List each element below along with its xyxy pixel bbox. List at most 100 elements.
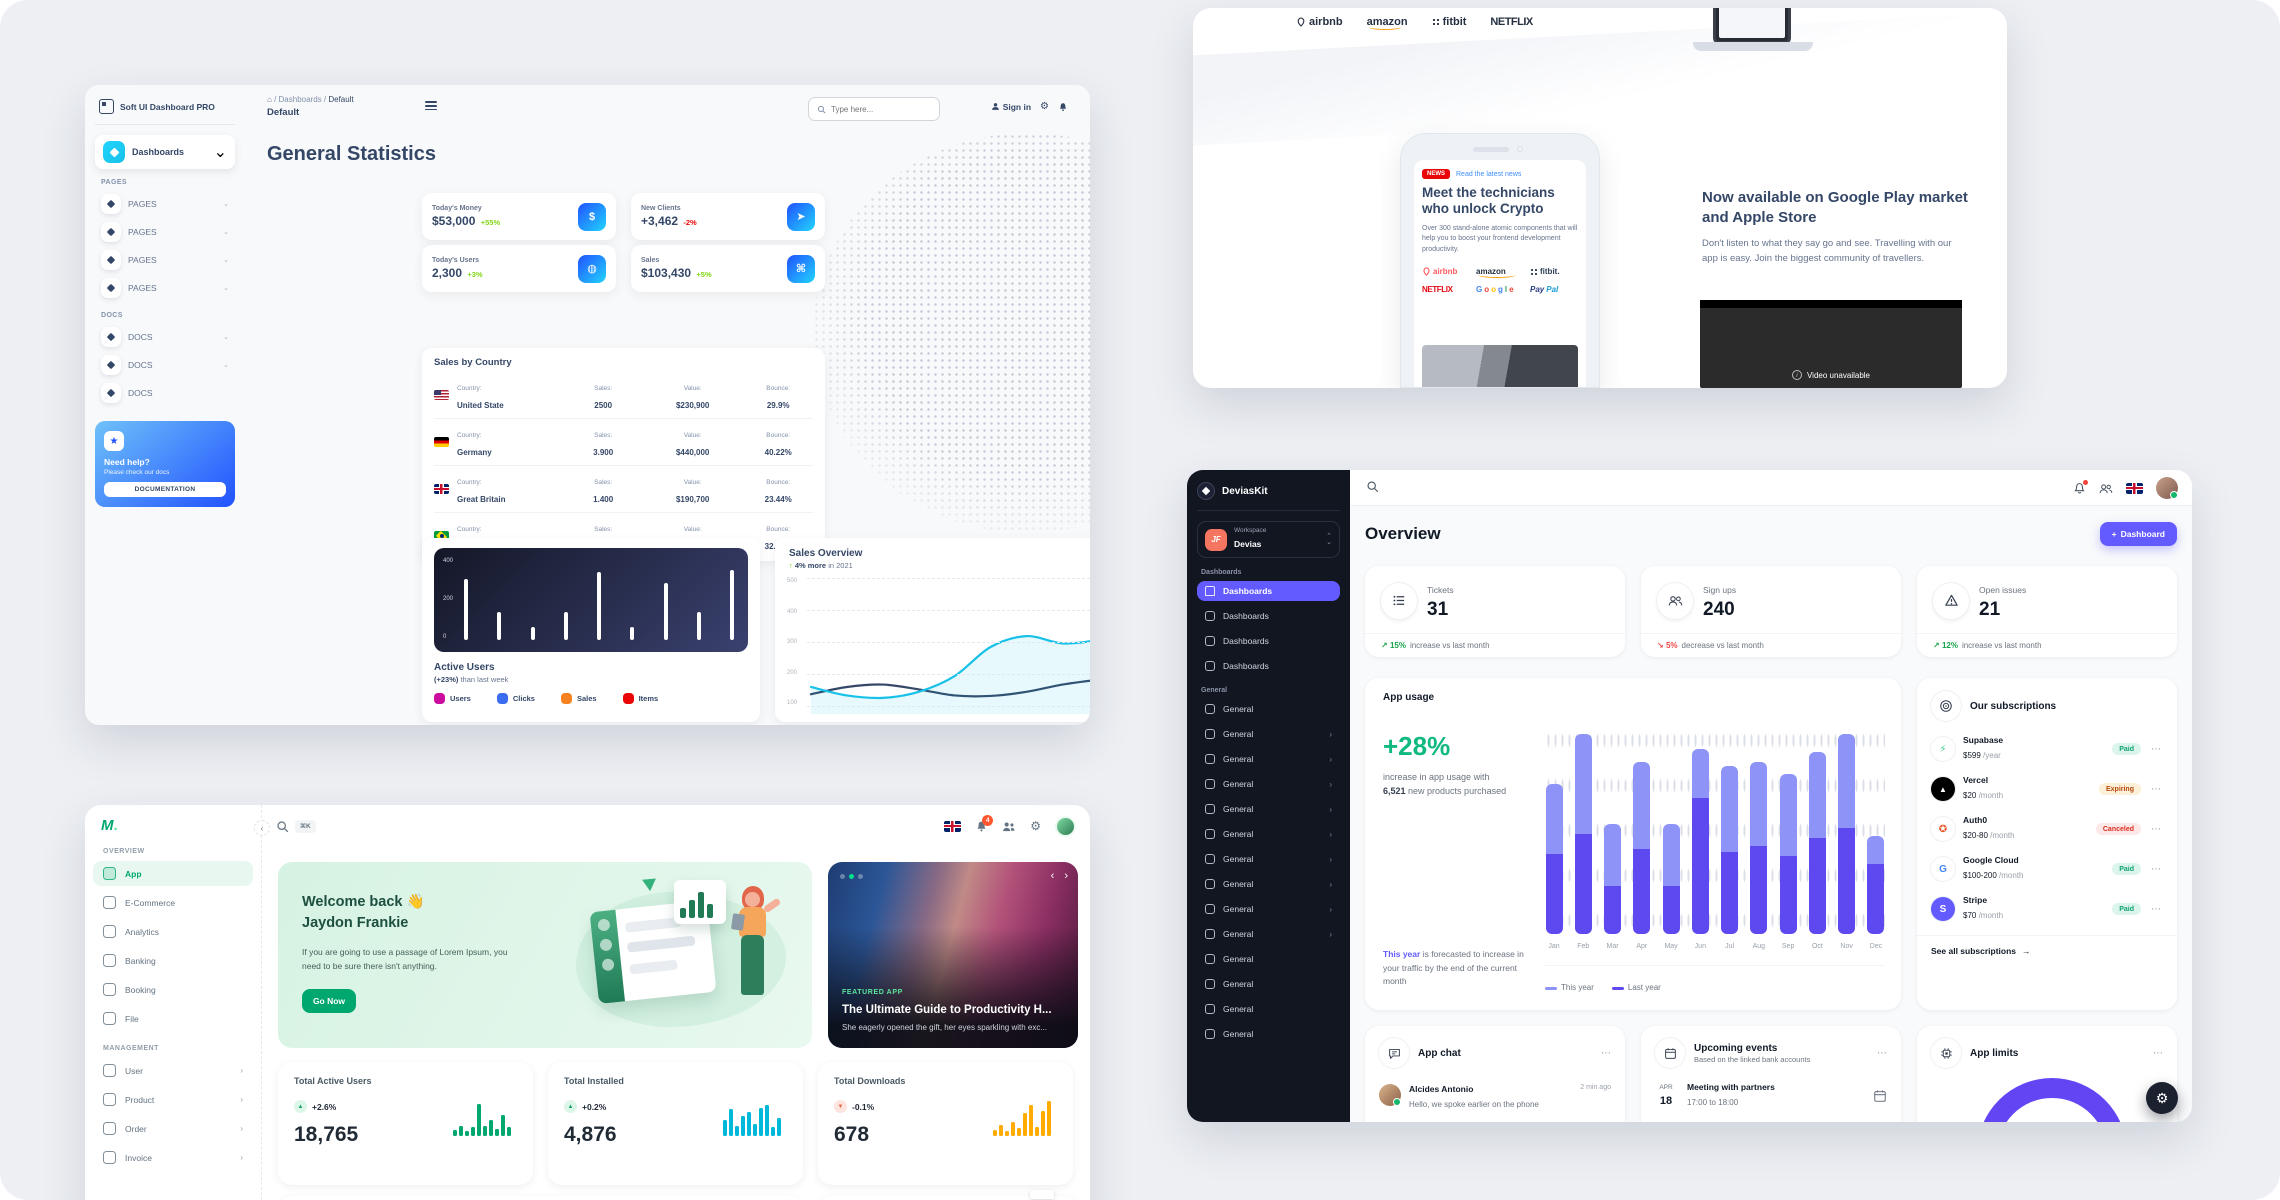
sidebar-item[interactable]: General: [1197, 974, 1340, 994]
language-flag-icon[interactable]: [944, 820, 962, 832]
sidebar-item[interactable]: General ›: [1197, 824, 1340, 844]
documentation-button[interactable]: DOCUMENTATION: [104, 482, 226, 497]
carousel-next-icon[interactable]: ›: [1064, 870, 1068, 882]
sidebar-item[interactable]: General ›: [1197, 749, 1340, 769]
more-options-icon[interactable]: ⋯: [2151, 903, 2161, 915]
sidebar-item[interactable]: General ›: [1197, 924, 1340, 944]
sidebar-item[interactable]: General: [1197, 999, 1340, 1019]
page-title: Overview: [1365, 524, 1441, 543]
sidebar-item-dashboards[interactable]: Dashboards ⌄: [95, 135, 235, 169]
sidebar-item[interactable]: User ›: [93, 1058, 253, 1083]
app-limits-card: App limits ⋯: [1917, 1026, 2177, 1122]
bell-icon[interactable]: 4: [975, 814, 994, 833]
sidebar-item[interactable]: Dashboards: [1197, 656, 1340, 676]
sidebar-item[interactable]: App: [93, 861, 253, 886]
sidebar-item[interactable]: PAGES ⌄: [95, 274, 235, 302]
sidebar-item[interactable]: PAGES ⌄: [95, 246, 235, 274]
sidebar-item[interactable]: Invoice ›: [93, 1145, 253, 1170]
sidebar-item[interactable]: Dashboards: [1197, 606, 1340, 626]
sidebar-item[interactable]: DOCS: [95, 379, 235, 407]
sidebar-item[interactable]: Banking: [93, 948, 253, 973]
sidebar-item[interactable]: General ›: [1197, 849, 1340, 869]
subscription-row[interactable]: ✪ Auth0 $20-80 /month Canceled ⋯: [1917, 809, 2177, 849]
sidebar-item[interactable]: General ›: [1197, 724, 1340, 744]
sidebar-item[interactable]: General ›: [1197, 774, 1340, 794]
contacts-icon[interactable]: [1002, 820, 1016, 833]
softui-logo[interactable]: Soft UI Dashboard PRO: [95, 97, 235, 125]
search-icon[interactable]: [276, 820, 289, 833]
contacts-icon[interactable]: [2099, 482, 2113, 495]
chevron-down-icon: ⌄: [223, 257, 229, 264]
avatar[interactable]: [1055, 815, 1076, 837]
more-options-icon[interactable]: ⋯: [2151, 863, 2161, 875]
more-options-icon[interactable]: ⋯: [2151, 743, 2161, 755]
sidebar-item[interactable]: Product ›: [93, 1087, 253, 1112]
featured-app-card[interactable]: ‹ › FEATURED APP The Ultimate Guide to Pr…: [828, 862, 1078, 1048]
subscription-row[interactable]: G Google Cloud $100-200 /month Paid ⋯: [1917, 849, 2177, 889]
order-icon: [103, 1122, 116, 1135]
sidenav-toggle-icon[interactable]: [425, 99, 437, 113]
search-icon[interactable]: [1366, 480, 1379, 493]
subscription-row[interactable]: ⚡ Supabase $599 /year Paid ⋯: [1917, 729, 2177, 769]
carousel-prev-icon[interactable]: ‹: [1050, 870, 1055, 882]
sidebar-item[interactable]: General: [1197, 699, 1340, 719]
sidebar-item[interactable]: General ›: [1197, 799, 1340, 819]
pie-chart-icon: [103, 867, 116, 880]
sidebar-item[interactable]: General: [1197, 949, 1340, 969]
more-options-icon[interactable]: ⋯: [1601, 1047, 1611, 1059]
more-options-icon[interactable]: ⋯: [2151, 823, 2161, 835]
avatar[interactable]: [2156, 477, 2178, 499]
chat-message-row[interactable]: Alcides Antonio Hello, we spoke earlier o…: [1379, 1084, 1611, 1112]
search-box[interactable]: [808, 97, 940, 121]
bell-icon[interactable]: [1058, 102, 1068, 112]
subscription-row[interactable]: S Stripe $70 /month Paid ⋯: [1917, 889, 2177, 929]
sidebar-item[interactable]: File: [93, 1006, 253, 1031]
language-flag-icon[interactable]: [2126, 482, 2143, 494]
carousel-dots[interactable]: [840, 874, 863, 879]
go-now-button[interactable]: Go Now: [302, 989, 356, 1014]
more-options-icon[interactable]: ⋯: [2151, 783, 2161, 795]
featured-app-title[interactable]: The Ultimate Guide to Productivity H...: [842, 1004, 1052, 1016]
theme-settings-gear-button[interactable]: ⚙: [2146, 1082, 2178, 1114]
sidebar-item[interactable]: General: [1197, 1024, 1340, 1044]
sidebar-item[interactable]: General ›: [1197, 899, 1340, 919]
sidebar-item[interactable]: DOCS ⌄: [95, 323, 235, 351]
sidebar-item[interactable]: Order ›: [93, 1116, 253, 1141]
sidebar-item[interactable]: Analytics: [93, 919, 253, 944]
more-options-icon[interactable]: ⋯: [2153, 1047, 2163, 1059]
breadcrumb[interactable]: ⌂ / Dashboards / Default: [267, 95, 354, 104]
see-all-subscriptions-link[interactable]: See all subscriptions →: [1917, 935, 2177, 966]
box-icon: [1205, 754, 1215, 764]
bell-icon[interactable]: [2073, 479, 2088, 495]
sidebar-item[interactable]: PAGES ⌄: [95, 218, 235, 246]
star-icon: ★: [104, 431, 124, 451]
sidebar-collapse-button[interactable]: ‹: [254, 820, 270, 836]
sidebar-item[interactable]: Booking: [93, 977, 253, 1002]
devias-logo[interactable]: DeviasKit: [1197, 482, 1340, 511]
legend-item: Items: [622, 693, 658, 704]
gear-icon[interactable]: ⚙: [1030, 819, 1041, 833]
softui-dashboard-window: Soft UI Dashboard PRO Dashboards ⌄ PAGES: [85, 85, 1090, 725]
minimal-logo[interactable]: M.: [101, 817, 118, 834]
share-icon: [1205, 904, 1215, 914]
sidebar-item[interactable]: Dashboards: [1197, 581, 1340, 601]
more-options-icon[interactable]: ⋯: [1877, 1047, 1887, 1059]
subscription-row[interactable]: ▲ Vercel $20 /month Expiring ⋯: [1917, 769, 2177, 809]
add-dashboard-button[interactable]: + Dashboard: [2099, 522, 2177, 546]
workspace-selector[interactable]: JF Workspace Devias ⌃ ⌄: [1197, 521, 1340, 558]
search-input[interactable]: [831, 104, 921, 114]
sidebar-item[interactable]: Dashboards: [1197, 631, 1340, 651]
sidebar-item[interactable]: E-Commerce: [93, 890, 253, 915]
latest-news-link[interactable]: Read the latest news: [1456, 170, 1522, 178]
phone-paragraph: Over 300 stand-alone atomic components t…: [1422, 224, 1578, 253]
legend-swatch-icon: [622, 693, 634, 704]
sidebar-item[interactable]: General ›: [1197, 874, 1340, 894]
gear-icon[interactable]: ⚙: [1040, 101, 1049, 112]
bank-icon: [103, 954, 116, 967]
video-embed[interactable]: i Video unavailable: [1700, 300, 1962, 388]
sidebar-item[interactable]: PAGES ⌄: [95, 190, 235, 218]
calendar-icon: [1205, 1029, 1215, 1039]
event-row[interactable]: APR 18 Meeting with partners 17:00 to 18:0…: [1655, 1082, 1887, 1110]
sign-in-button[interactable]: Sign in: [991, 102, 1031, 112]
sidebar-item[interactable]: DOCS ⌄: [95, 351, 235, 379]
